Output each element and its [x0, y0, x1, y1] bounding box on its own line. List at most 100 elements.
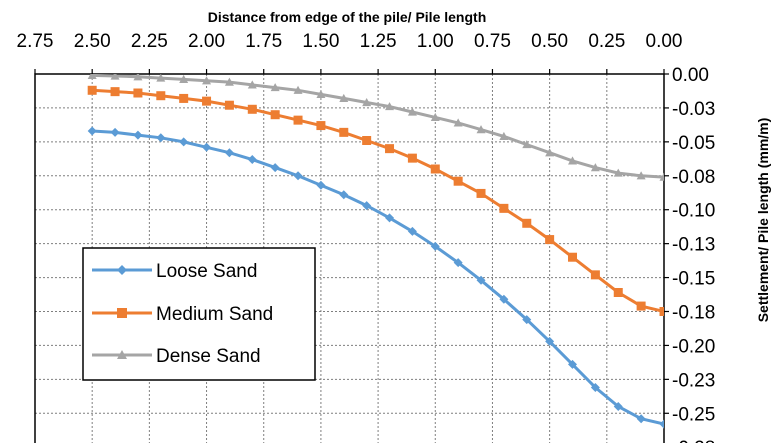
x-tick-label: 1.00: [417, 31, 454, 52]
medium-sand-point: [87, 85, 97, 95]
dense-sand-point: [499, 131, 509, 141]
medium-sand-point: [224, 100, 234, 110]
dense-sand-point: [568, 156, 578, 165]
legend-loose-sand-marker: [117, 265, 127, 275]
medium-sand-point: [110, 87, 120, 97]
dense-sand-point: [590, 163, 600, 172]
x-tick-label: 1.75: [245, 31, 282, 52]
loose-sand-point: [499, 294, 509, 304]
legend: Loose Sand Medium Sand Dense Sand: [82, 247, 316, 381]
loose-sand-point: [659, 419, 664, 429]
legend-medium-sand-marker: [117, 308, 127, 318]
loose-sand-point: [385, 213, 395, 223]
loose-sand-point: [87, 126, 97, 136]
y-tick-label: -0.23: [672, 370, 715, 391]
loose-sand-point: [407, 226, 417, 236]
medium-sand-point: [293, 115, 303, 125]
x-tick-label: 2.00: [188, 31, 225, 52]
x-tick-label: 1.25: [360, 31, 397, 52]
dense-sand-point: [316, 89, 326, 98]
dense-sand-point: [636, 171, 646, 180]
y-tick-label: 0.00: [672, 65, 709, 86]
dense-sand-point: [293, 85, 303, 94]
medium-sand-point: [247, 104, 257, 114]
y-tick-label: -0.15: [672, 269, 715, 290]
medium-sand-point: [179, 93, 189, 103]
legend-medium-sand-label: Medium Sand: [156, 304, 273, 325]
y-tick-label: -0.03: [672, 99, 715, 120]
medium-sand-point: [568, 252, 578, 262]
dense-sand-point: [87, 74, 97, 79]
dense-sand-point: [156, 74, 166, 82]
medium-sand-point: [133, 88, 143, 98]
legend-dense-sand-marker: [117, 350, 127, 359]
dense-sand-point: [224, 77, 234, 86]
x-tick-label: 0.50: [531, 31, 568, 52]
loose-sand-point: [293, 171, 303, 181]
medium-sand-point: [270, 110, 280, 120]
loose-sand-point: [362, 201, 372, 211]
dense-sand-point: [385, 102, 395, 111]
dense-sand-point: [613, 168, 623, 177]
loose-sand-point: [179, 137, 189, 147]
y-axis-title: Settlement/ Pile length (mm/m): [755, 118, 771, 323]
legend-dense-sand-label: Dense Sand: [156, 346, 261, 367]
y-tick-label: -0.05: [672, 133, 715, 154]
medium-sand-point: [362, 136, 372, 145]
x-tick-label: 0.00: [646, 31, 683, 52]
medium-sand-point: [453, 176, 463, 186]
dense-sand-point: [202, 76, 212, 85]
dense-sand-point: [133, 74, 143, 81]
medium-sand-point: [407, 153, 417, 163]
y-tick-label: -0.10: [672, 201, 715, 222]
dense-sand-point: [362, 98, 372, 107]
y-tick-label: -0.25: [672, 404, 715, 425]
y-ticks: 0.00 -0.03 -0.05 -0.08 -0.10 -0.13 -0.15 -0.18 -…: [664, 65, 715, 443]
medium-sand-point: [202, 96, 212, 106]
y-tick-label: -0.20: [672, 336, 715, 357]
dense-sand-point: [407, 107, 417, 116]
medium-sand-point: [522, 218, 532, 228]
loose-sand-point: [613, 402, 623, 411]
series-group: [87, 74, 664, 429]
medium-sand-point: [385, 144, 395, 154]
loose-sand-point: [247, 155, 257, 164]
medium-sand-point: [476, 188, 486, 198]
x-tick-label: 2.50: [74, 31, 111, 52]
loose-sand-point: [476, 275, 486, 285]
dense-sand-point: [453, 118, 463, 127]
loose-sand-point: [133, 130, 143, 140]
dense-sand-point: [270, 83, 280, 92]
medium-sand-point: [636, 301, 646, 311]
medium-sand-point: [339, 127, 349, 137]
x-tick-label: 1.50: [302, 31, 339, 52]
dense-sand-line: [92, 74, 664, 179]
loose-sand-point: [339, 190, 349, 200]
x-tick-label: 2.75: [17, 31, 54, 52]
medium-sand-point: [156, 91, 166, 101]
medium-sand-point: [316, 121, 326, 131]
dense-sand-point: [522, 140, 532, 149]
loose-sand-point: [202, 142, 212, 152]
loose-sand-point: [316, 180, 326, 190]
dense-sand-point: [430, 112, 440, 122]
y-tick-label: -0.08: [672, 167, 715, 188]
legend-loose-sand-label: Loose Sand: [156, 261, 257, 282]
loose-sand-line: [92, 129, 664, 426]
loose-sand-point: [224, 148, 234, 158]
x-tick-label: 0.75: [474, 31, 511, 52]
y-tick-label: -0.18: [672, 303, 715, 324]
loose-sand-point: [156, 133, 166, 143]
medium-sand-point: [545, 235, 555, 245]
dense-sand-point: [179, 74, 189, 84]
loose-sand-point: [636, 414, 646, 424]
dense-sand-point: [247, 80, 257, 89]
medium-sand-point: [430, 164, 440, 174]
loose-sand-point: [110, 127, 120, 137]
medium-sand-point: [499, 203, 509, 213]
dense-sand-point: [339, 93, 349, 103]
loose-sand-point: [568, 359, 578, 369]
dense-sand-point: [476, 125, 486, 134]
medium-sand-point: [590, 270, 600, 280]
